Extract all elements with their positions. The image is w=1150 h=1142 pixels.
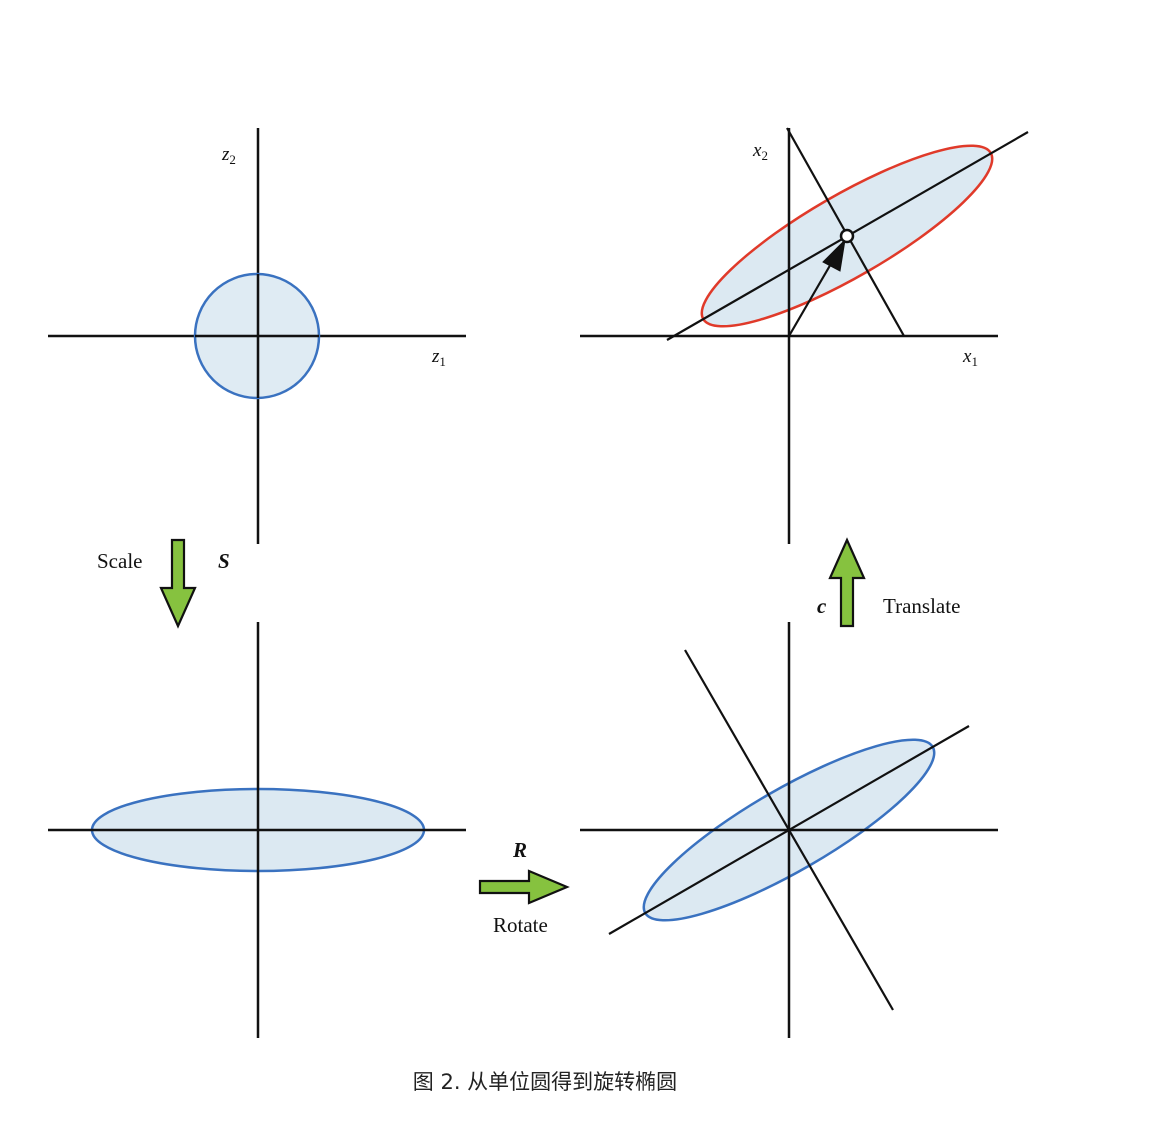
rotate-symbol: R (512, 838, 527, 862)
z2-axis-label: z2 (221, 144, 236, 167)
z1-axis-label: z1 (431, 346, 446, 369)
ellipse-center-point (839, 228, 855, 244)
translate-arrow-icon (828, 537, 866, 628)
translate-step: c Translate (817, 537, 960, 628)
rotate-arrow-icon (478, 869, 570, 905)
center-vector (788, 261, 833, 337)
minor-axis-line (684, 649, 894, 1011)
x1-axis-label: x1 (962, 346, 978, 369)
center-vector-arrowhead (822, 238, 846, 272)
panel-rotated-ellipse (580, 622, 998, 1038)
rotate-label: Rotate (493, 913, 548, 937)
scale-arrow-icon (159, 538, 197, 629)
figure-caption: 图 2. 从单位圆得到旋转椭圆 (412, 1070, 678, 1094)
scale-symbol: S (218, 549, 230, 573)
x2-axis-label: x2 (752, 140, 768, 163)
panel-translated-ellipse: x2 x1 (580, 127, 1029, 544)
scale-label: Scale (97, 549, 142, 573)
panel-unit-circle: z2 z1 (48, 128, 466, 544)
scale-step: Scale S (97, 538, 230, 629)
translate-symbol: c (817, 594, 827, 618)
panel-scaled-ellipse (48, 622, 466, 1038)
rotate-step: R Rotate (478, 838, 570, 937)
translate-label: Translate (883, 594, 960, 618)
